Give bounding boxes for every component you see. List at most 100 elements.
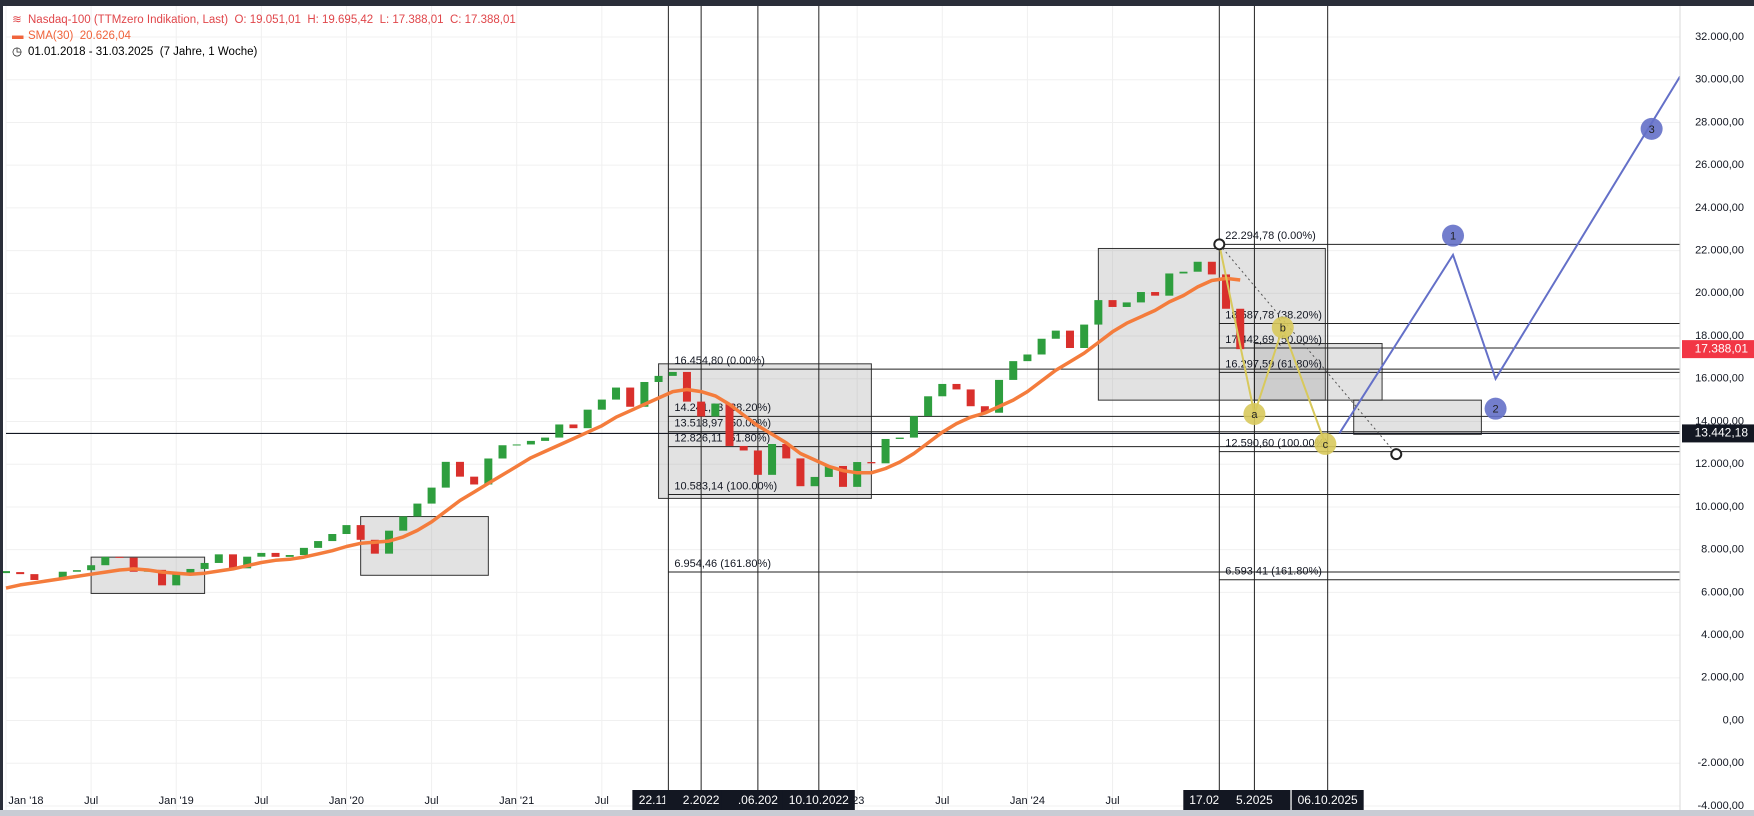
wave-marker (1442, 224, 1465, 247)
candle (72, 570, 81, 572)
wave-marker (1271, 316, 1294, 339)
candle (512, 444, 521, 446)
y-tick-label: -4.000,00 (1698, 800, 1744, 812)
date-label: 06.10.2025 (1298, 793, 1358, 807)
wave-marker (1640, 117, 1663, 140)
top-frame (0, 0, 1754, 6)
candle (1009, 361, 1018, 380)
y-tick-label: 10.000,00 (1695, 501, 1744, 513)
candle (158, 569, 167, 586)
candle (370, 539, 379, 554)
candle (711, 403, 720, 417)
y-tick-label: 12.000,00 (1695, 458, 1744, 470)
legend-row: ◷ 01.01.2018 - 31.03.2025 (7 Jahre, 1 Woc… (12, 46, 258, 58)
candle (1165, 273, 1174, 296)
candle (58, 571, 67, 580)
y-tick-label: 4.000,00 (1701, 629, 1744, 641)
x-tick-label: Jul (935, 795, 949, 807)
price-label: 17.388,01 (1695, 341, 1749, 355)
candle (824, 465, 833, 477)
fib-label: 10.583,14 (100.00%) (674, 480, 777, 492)
candle (966, 389, 975, 407)
y-tick-label: -2.000,00 (1698, 757, 1744, 769)
candle (1080, 324, 1089, 348)
projection-line (1218, 244, 1327, 445)
legend: ≋ Nasdaq-100 (TTMzero Indikation, Last) O… (12, 12, 516, 60)
candle (1151, 292, 1160, 296)
date-range: 01.01.2018 - 31.03.2025 (28, 46, 154, 58)
candle (555, 424, 564, 438)
candle (1222, 274, 1231, 309)
fib-label: 16.297,59 (61.80%) (1225, 358, 1322, 370)
candle (640, 381, 649, 407)
range-box (1353, 399, 1482, 435)
y-tick-label: 0,00 (1723, 714, 1744, 726)
candle (867, 462, 876, 464)
x-tick-label: Jul (425, 795, 439, 807)
anchor-point (1390, 448, 1403, 461)
candle (1122, 302, 1131, 307)
candle (739, 445, 748, 451)
wave-label: 2 (1493, 404, 1499, 416)
sma-value: 20.626,04 (79, 30, 131, 42)
candle (30, 574, 39, 580)
candle (1094, 300, 1103, 325)
candle (938, 383, 947, 397)
candle (924, 396, 933, 417)
candle (1108, 300, 1117, 307)
date-label-bg (1291, 790, 1364, 810)
date-label-bg (782, 790, 855, 810)
date-label: 2.2022 (683, 793, 720, 807)
range-note: (7 Jahre, 1 Woche) (159, 46, 258, 58)
candle (895, 437, 904, 439)
x-tick-label: Jan '19 (159, 795, 194, 807)
candle (1023, 354, 1032, 362)
wave-label: c (1323, 439, 1329, 451)
x-tick-label: Jul (595, 795, 609, 807)
x-tick-label: Jul (84, 795, 98, 807)
y-tick-label: 24.000,00 (1695, 202, 1744, 214)
wave-label: a (1251, 409, 1258, 421)
x-tick-label: Jan '21 (499, 795, 534, 807)
candle (427, 487, 436, 504)
candle (342, 525, 351, 535)
candle (1236, 308, 1245, 350)
candle (697, 401, 706, 417)
candle (129, 557, 138, 572)
candle (87, 565, 96, 571)
y-tick-label: 14.000,00 (1695, 415, 1744, 427)
y-tick-label: 6.000,00 (1701, 586, 1744, 598)
price-label-bg (1682, 424, 1754, 443)
bottom-frame (0, 810, 1754, 816)
candle (172, 573, 181, 586)
candle (243, 556, 252, 569)
ohlc: C: 17.388,01 (449, 14, 516, 26)
y-tick-label: 8.000,00 (1701, 544, 1744, 556)
y-tick-label: 2.000,00 (1701, 672, 1744, 684)
candle (413, 503, 422, 517)
candle (470, 476, 479, 485)
fib-label: 6.954,46 (161.80%) (674, 558, 771, 570)
candle (257, 552, 266, 557)
wave-marker (1243, 403, 1266, 426)
y-tick-label: 18.000,00 (1695, 330, 1744, 342)
candle (214, 554, 223, 563)
candle (1037, 338, 1046, 355)
candle (200, 562, 209, 569)
y-tick-label: 26.000,00 (1695, 159, 1744, 171)
x-tick-label: Jul (1106, 795, 1120, 807)
symbol-title: Nasdaq-100 (TTMzero Indikation, Last) (28, 14, 229, 26)
ohlc: H: 19.695,42 (307, 14, 374, 26)
candle (569, 424, 578, 429)
candle (626, 387, 635, 407)
candle (498, 445, 507, 459)
y-tick-label: 20.000,00 (1695, 287, 1744, 299)
y-tick-label: 30.000,00 (1695, 74, 1744, 86)
date-label-bg (1218, 790, 1291, 810)
date-label: .06.202 (738, 793, 778, 807)
candle (1193, 261, 1202, 272)
candle (725, 403, 734, 446)
candle (271, 552, 280, 557)
wave-marker (1314, 432, 1337, 455)
